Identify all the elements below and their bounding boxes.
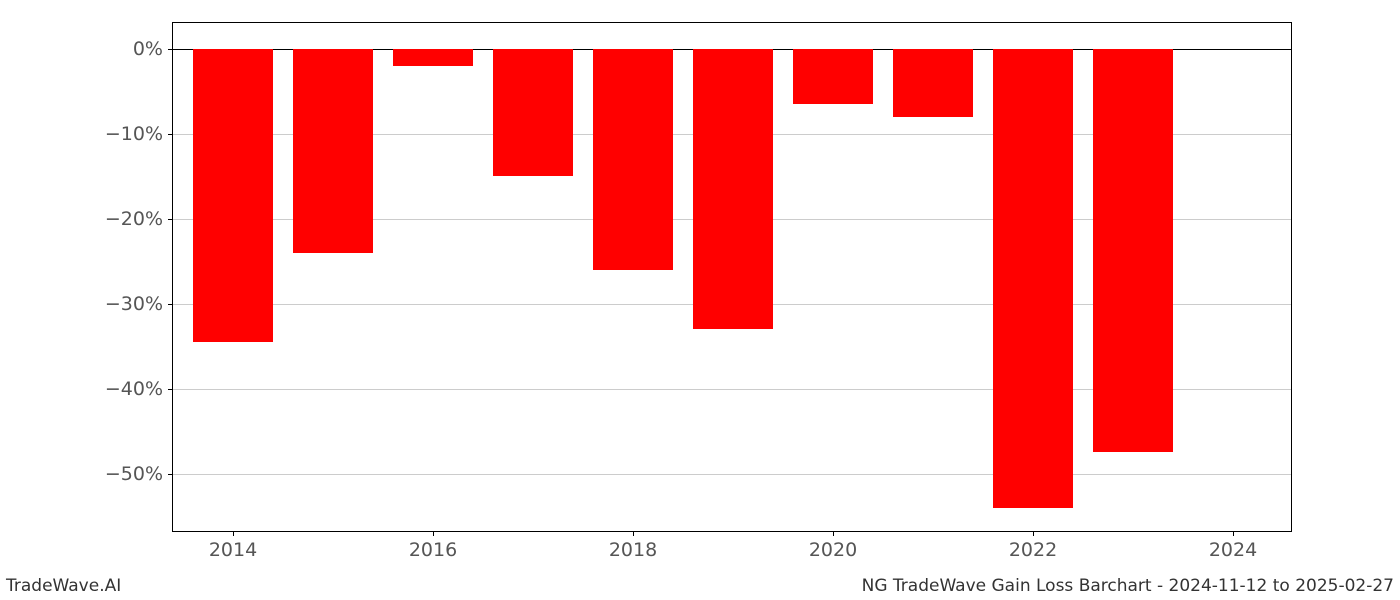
figure: −50% −40% −30% −20% −10% 0% 2014 2016 2018 2020 20…: [0, 0, 1400, 600]
x-tick-label: 2024: [1209, 531, 1257, 561]
bar: [993, 49, 1073, 508]
bar: [593, 49, 673, 270]
footer-right: NG TradeWave Gain Loss Barchart - 2024-1…: [862, 576, 1394, 596]
bar: [493, 49, 573, 177]
bar: [793, 49, 873, 104]
y-tick-label: 0%: [133, 38, 173, 60]
bar: [193, 49, 273, 342]
bar: [393, 49, 473, 66]
x-tick-label: 2018: [609, 531, 657, 561]
footer-left: TradeWave.AI: [6, 576, 121, 596]
y-tick-label: −40%: [105, 378, 173, 400]
bar: [293, 49, 373, 253]
y-gridline: [173, 474, 1291, 475]
x-tick-label: 2022: [1009, 531, 1057, 561]
bar: [893, 49, 973, 117]
x-tick-label: 2014: [209, 531, 257, 561]
bar: [1093, 49, 1173, 453]
x-tick-label: 2020: [809, 531, 857, 561]
bar: [693, 49, 773, 330]
y-tick-label: −20%: [105, 208, 173, 230]
y-tick-label: −10%: [105, 123, 173, 145]
y-tick-label: −30%: [105, 293, 173, 315]
plot-area: −50%−40%−30%−20%−10%0%201420162018202020…: [172, 22, 1292, 532]
y-tick-label: −50%: [105, 463, 173, 485]
x-tick-label: 2016: [409, 531, 457, 561]
